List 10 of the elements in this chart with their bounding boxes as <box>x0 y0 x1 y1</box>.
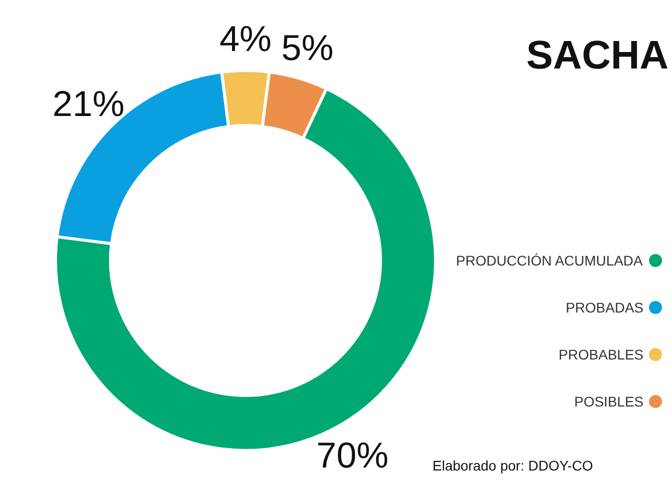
data-label: 70% <box>316 434 388 476</box>
text: Elaborado por: DDOY-CO <box>432 458 594 474</box>
data-label: 5% <box>281 26 334 68</box>
legend-label: PRODUCCIÓN ACUMULADA <box>456 252 644 268</box>
legend-label: PROBABLES <box>558 346 644 362</box>
data-label: 21% <box>52 83 125 124</box>
legend-label: POSIBLES <box>574 394 644 410</box>
chart-title: SACHA <box>526 34 669 78</box>
legend-label: PROBADAS <box>566 300 644 316</box>
data-label: 4% <box>219 18 272 59</box>
